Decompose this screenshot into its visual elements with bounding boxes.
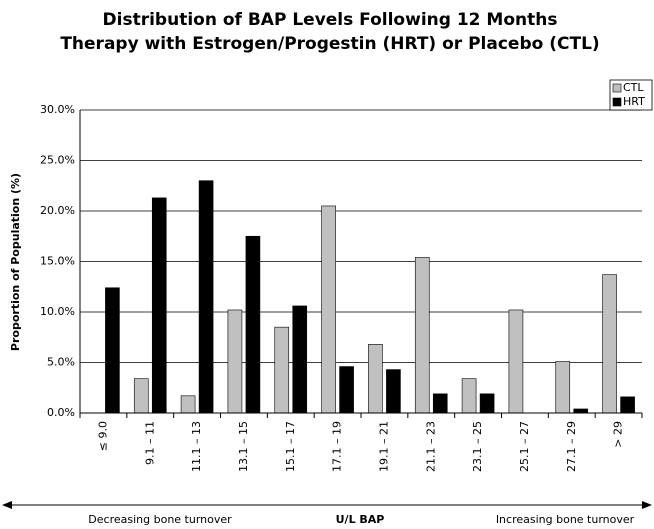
y-tick-label: 5.0% xyxy=(47,356,75,369)
bar xyxy=(368,344,383,414)
x-tick-label: 27.1 – 29 xyxy=(565,421,578,472)
y-tick-label: 30.0% xyxy=(40,103,75,116)
bar xyxy=(479,393,495,414)
y-tick-label: 25.0% xyxy=(40,154,75,167)
y-tick-label: 0.0% xyxy=(47,406,75,419)
x-tick-label: > 29 xyxy=(612,421,625,448)
bar xyxy=(151,197,167,414)
y-axis-label: Proportion of Population (%) xyxy=(9,173,22,351)
bar xyxy=(602,274,617,414)
bar xyxy=(245,235,261,414)
bar xyxy=(274,326,290,414)
x-note: Decreasing bone turnover xyxy=(88,513,232,526)
bar xyxy=(432,393,448,414)
y-tick-label: 20.0% xyxy=(40,204,75,217)
x-tick-label: 9.1 – 11 xyxy=(143,421,156,465)
chart-title: Therapy with Estrogen/Progestin (HRT) or… xyxy=(60,34,599,54)
y-tick-label: 10.0% xyxy=(40,305,75,318)
x-note: Increasing bone turnover xyxy=(496,513,635,526)
x-tick-label: 25.1 – 27 xyxy=(518,421,531,472)
chart-title: Distribution of BAP Levels Following 12 … xyxy=(103,10,558,30)
x-tick-label: 23.1 – 25 xyxy=(471,421,484,472)
x-tick-label: 21.1 – 23 xyxy=(424,421,437,472)
bar xyxy=(133,378,149,414)
x-tick-label: 17.1 – 19 xyxy=(331,421,344,472)
bar xyxy=(198,180,214,414)
x-tick-label: 13.1 – 15 xyxy=(237,421,250,472)
bar xyxy=(573,408,589,414)
x-tick-label: 15.1 – 17 xyxy=(284,421,297,472)
bar xyxy=(105,287,120,414)
bar xyxy=(386,369,401,414)
bar xyxy=(620,396,635,414)
bar xyxy=(321,205,336,414)
legend-label: CTL xyxy=(623,81,644,94)
x-tick-label: ≤ 9.0 xyxy=(96,421,109,451)
legend-swatch xyxy=(612,97,622,107)
bar xyxy=(461,378,477,414)
bar xyxy=(227,309,243,414)
bar xyxy=(414,257,430,414)
bar xyxy=(508,309,524,414)
bar xyxy=(180,395,196,414)
x-axis-label: U/L BAP xyxy=(336,513,385,526)
legend-swatch xyxy=(612,83,622,93)
bar xyxy=(555,361,571,414)
x-tick-label: 19.1 – 21 xyxy=(377,421,390,472)
x-tick-label: 11.1 – 13 xyxy=(190,421,203,472)
y-tick-label: 15.0% xyxy=(40,255,75,268)
legend-label: HRT xyxy=(623,95,645,108)
bar xyxy=(292,305,308,414)
bar xyxy=(339,366,354,414)
